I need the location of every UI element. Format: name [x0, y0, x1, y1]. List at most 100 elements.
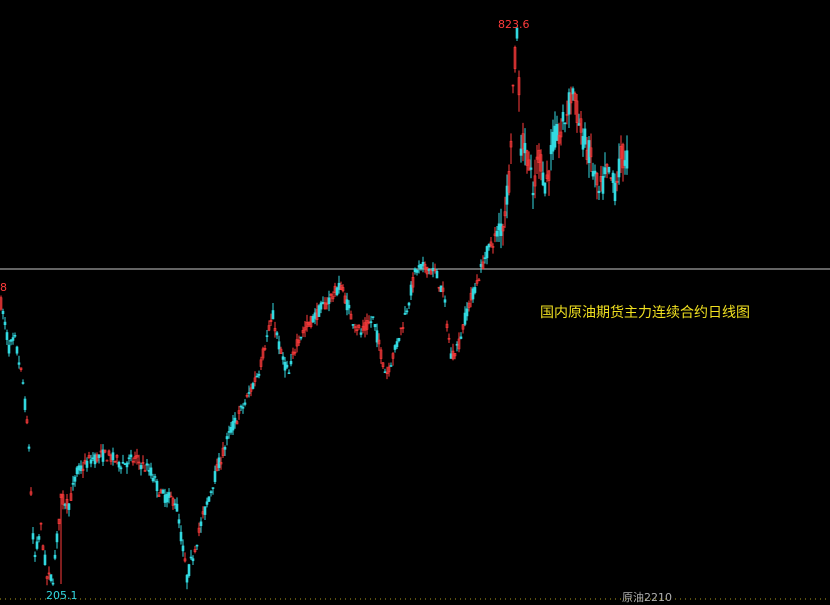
candle-body: [71, 483, 75, 485]
candle-body: [251, 383, 255, 389]
candle-body: [481, 261, 485, 269]
candle-body: [605, 164, 609, 167]
candle-body: [117, 462, 121, 468]
candle-body: [43, 554, 47, 565]
candle-body: [391, 353, 395, 359]
candle-body: [571, 88, 575, 95]
candle-body: [219, 462, 223, 465]
candle-body: [319, 302, 323, 310]
candle-body: [157, 494, 161, 497]
candle-body: [5, 332, 9, 340]
candle-body: [411, 277, 415, 288]
candle-body: [143, 470, 147, 472]
candle-body: [467, 302, 471, 308]
candle-body: [327, 297, 331, 304]
candle-body: [377, 339, 381, 345]
chart-title: 国内原油期货主力连续合约日线图: [540, 305, 750, 321]
candle-body: [133, 456, 137, 459]
candle-body: [341, 287, 345, 292]
candle-body: [447, 337, 451, 340]
candle-body: [357, 325, 361, 328]
candle-body: [263, 348, 267, 350]
candle-body: [529, 167, 533, 170]
candle-body: [189, 556, 193, 559]
candle-body: [279, 348, 283, 355]
candle-body: [227, 431, 231, 433]
candle-body: [579, 118, 583, 133]
candle-body: [207, 496, 211, 502]
candle-body: [47, 572, 51, 575]
candle-body: [75, 467, 79, 475]
candle-body: [555, 123, 559, 141]
candle-body: [275, 332, 279, 336]
candle-body: [375, 330, 379, 343]
candle-body: [13, 334, 17, 337]
candle-body: [185, 574, 189, 583]
candle-body: [235, 421, 239, 425]
candle-body: [513, 47, 517, 69]
candle-body: [113, 460, 117, 463]
candle-body: [161, 489, 165, 494]
candle-body: [331, 296, 335, 300]
candle-body: [11, 337, 15, 341]
candle-body: [395, 341, 399, 348]
candle-body: [0, 297, 3, 310]
candle-body: [397, 337, 401, 341]
candle-body: [381, 362, 385, 368]
candle-body: [55, 533, 59, 543]
candle-body: [197, 527, 201, 533]
candle-body: [123, 463, 127, 466]
candle-body: [365, 320, 369, 330]
candle-body: [245, 395, 249, 397]
candle-body: [27, 446, 31, 449]
candle-body: [597, 190, 601, 194]
candle-body: [317, 305, 321, 317]
candle-body: [265, 335, 269, 337]
candle-body: [131, 460, 135, 463]
contract-label: 原油2210: [622, 591, 672, 604]
candle-body: [523, 143, 527, 154]
candle-body: [457, 338, 461, 350]
candle-body: [443, 299, 447, 303]
candle-body: [563, 122, 567, 125]
candle-body: [379, 349, 383, 359]
candle-body: [225, 436, 229, 440]
candle-body: [37, 536, 41, 540]
candle-body: [171, 498, 175, 506]
candle-body: [543, 182, 547, 194]
candle-body: [25, 419, 29, 424]
candle-body: [603, 167, 607, 175]
candle-body: [91, 457, 95, 460]
candle-body: [155, 480, 159, 492]
candle-body: [615, 180, 619, 183]
candle-body: [567, 92, 571, 115]
candle-body: [9, 339, 13, 342]
candle-body: [85, 460, 89, 468]
candle-body: [573, 93, 577, 102]
candle-body: [463, 312, 467, 325]
candle-body: [519, 148, 523, 156]
candle-body: [539, 154, 543, 172]
candle-body: [165, 493, 169, 503]
candle-body: [107, 450, 111, 456]
candle-body: [621, 144, 625, 169]
candle-body: [19, 367, 23, 371]
candle-body: [127, 457, 131, 460]
candle-body: [299, 336, 303, 339]
candle-body: [77, 465, 81, 471]
candle-body: [57, 518, 61, 525]
max-price-label: 823.6: [498, 18, 530, 31]
candle-body: [63, 504, 67, 506]
candle-body: [67, 503, 71, 510]
candle-body: [491, 246, 495, 248]
candle-body: [461, 324, 465, 330]
candle-body: [129, 454, 133, 458]
candle-body: [485, 246, 489, 259]
candle-body: [483, 257, 487, 260]
candle-body: [259, 359, 263, 367]
candle-body: [495, 230, 499, 237]
candle-body: [525, 150, 529, 166]
candle-body: [345, 299, 349, 311]
candle-body: [459, 336, 463, 339]
